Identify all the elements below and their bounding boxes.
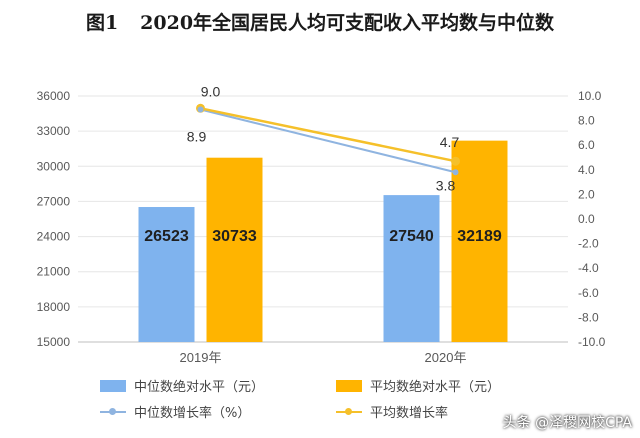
- line-label-median: 3.8: [436, 177, 456, 193]
- left-tick-label: 30000: [37, 159, 71, 173]
- legend-swatch-median-line: [100, 406, 126, 418]
- right-tick-label: 4.0: [578, 163, 595, 177]
- bar-label-median: 27540: [389, 228, 434, 245]
- bar-label-median: 26523: [144, 228, 189, 245]
- bar-label-mean: 30733: [212, 228, 257, 245]
- point-mean: [451, 156, 460, 166]
- bar-mean: [451, 140, 508, 342]
- left-tick-label: 36000: [37, 89, 71, 103]
- x-tick-label: 2020年: [425, 350, 467, 365]
- bar-label-mean: 32189: [457, 228, 502, 245]
- legend-label-median-bar: 中位数绝对水平（元）: [134, 380, 265, 395]
- left-tick-label: 27000: [37, 194, 71, 208]
- left-tick-label: 15000: [37, 335, 71, 349]
- right-tick-label: -10.0: [578, 335, 606, 349]
- bar-mean: [206, 157, 263, 342]
- legend-swatch-mean-bar: [336, 379, 362, 392]
- chart-title: 图1 2020年全国居民人均可支配收入平均数与中位数: [0, 8, 640, 35]
- right-tick-label: 0.0: [578, 212, 595, 226]
- legend-swatch-mean-line: [336, 406, 362, 418]
- watermark: 头条 @泽稷网校CPA: [502, 415, 632, 431]
- legend-item-mean-line: 平均数增长率: [336, 402, 448, 421]
- line-label-mean: 9.0: [201, 83, 221, 99]
- right-tick-label: -4.0: [578, 261, 599, 275]
- legend-label-median-line: 中位数增长率（%）: [134, 406, 251, 421]
- line-mean: [200, 107, 456, 163]
- right-tick-label: -2.0: [578, 237, 599, 251]
- point-median: [452, 169, 459, 176]
- bar-median: [138, 207, 195, 342]
- right-tick-label: 2.0: [578, 187, 595, 201]
- line-median: [200, 108, 456, 174]
- legend-label-mean-bar: 平均数绝对水平（元）: [370, 380, 501, 395]
- right-tick-label: 6.0: [578, 138, 595, 152]
- legend-item-mean-bar: 平均数绝对水平（元）: [336, 376, 500, 395]
- right-tick-label: -6.0: [578, 286, 599, 300]
- right-tick-label: 8.0: [578, 114, 595, 128]
- title-text: 2020年全国居民人均可支配收入平均数与中位数: [140, 12, 555, 34]
- figure-number: 图1: [85, 12, 119, 34]
- left-tick-label: 18000: [37, 300, 71, 314]
- line-label-mean: 4.7: [440, 134, 460, 150]
- legend-label-mean-line: 平均数增长率: [370, 406, 449, 421]
- legend-item-median-line: 中位数增长率（%）: [100, 402, 250, 421]
- legend-item-median-bar: 中位数绝对水平（元）: [100, 376, 264, 395]
- point-median: [197, 106, 204, 113]
- left-tick-label: 21000: [37, 265, 71, 279]
- right-tick-label: -8.0: [578, 310, 599, 324]
- line-label-median: 8.9: [187, 129, 207, 145]
- legend-swatch-median-bar: [100, 379, 126, 392]
- right-tick-label: 10.0: [578, 89, 602, 103]
- left-tick-label: 33000: [37, 124, 71, 138]
- bar-median: [383, 195, 440, 342]
- left-tick-label: 24000: [37, 230, 71, 244]
- x-tick-label: 2019年: [180, 350, 222, 365]
